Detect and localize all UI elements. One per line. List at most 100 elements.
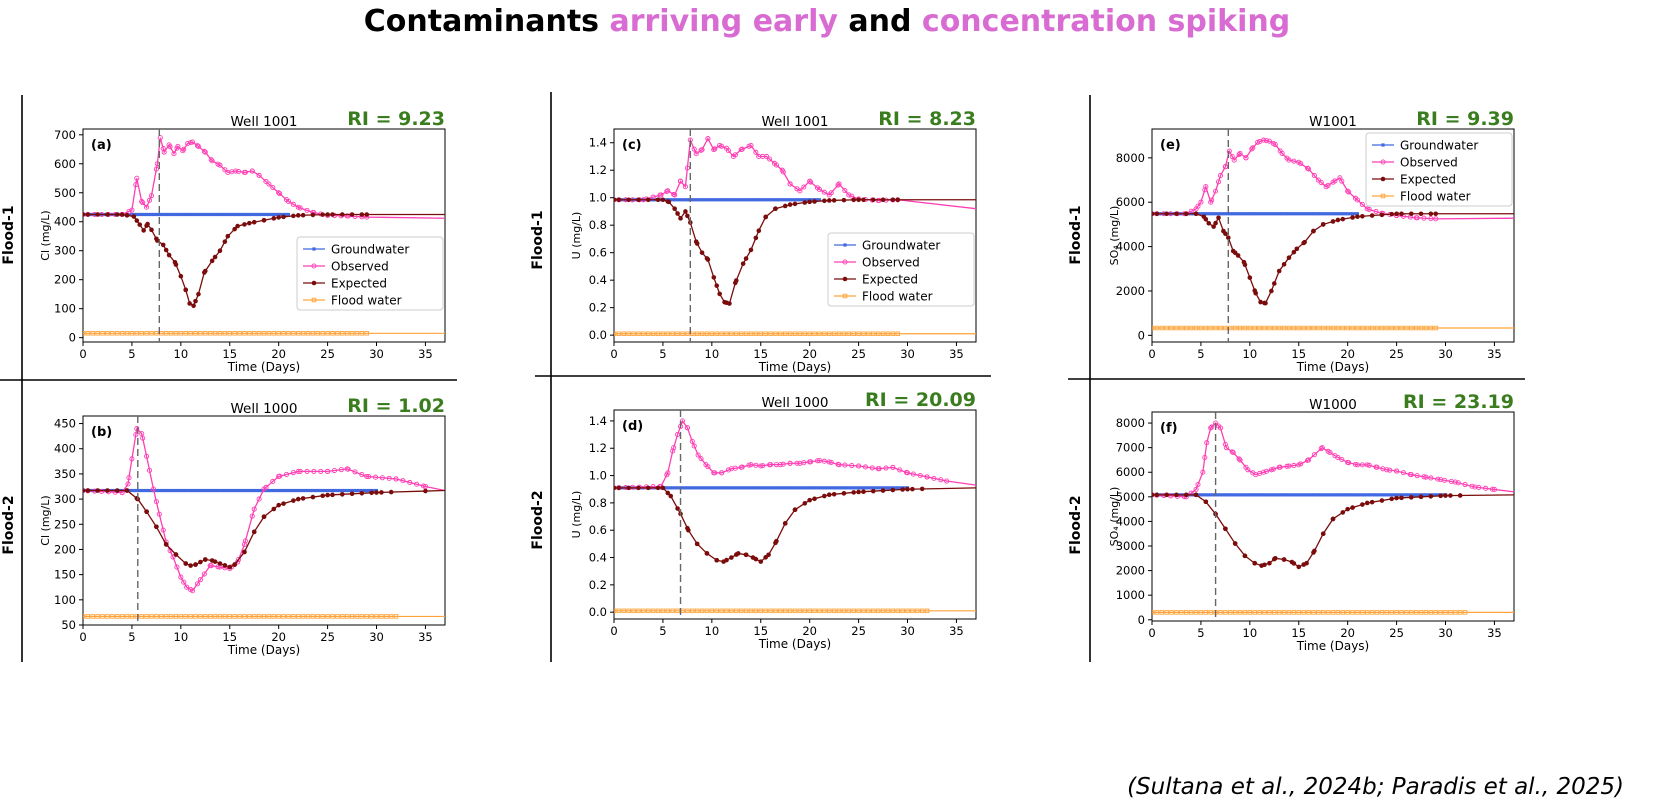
groundwater-point (1404, 493, 1408, 497)
groundwater-point (1299, 493, 1303, 497)
groundwater-point (1394, 493, 1399, 497)
groundwater-point (318, 488, 322, 493)
flood-water-point (680, 331, 685, 337)
flood-water-point (841, 608, 847, 614)
groundwater-point (291, 488, 295, 493)
observed-point (705, 136, 711, 142)
groundwater-point (1348, 212, 1352, 216)
observed-point (1243, 155, 1249, 161)
flood-water-point (325, 331, 330, 336)
groundwater-point (137, 212, 141, 217)
observed-point (364, 473, 370, 479)
expected-point (124, 213, 130, 218)
observed-point (814, 185, 821, 191)
groundwater-point (213, 488, 217, 493)
y-tick-label: 0 (1138, 328, 1145, 342)
groundwater-point (788, 486, 792, 490)
expected-point (251, 219, 257, 225)
groundwater-point (1221, 212, 1225, 216)
observed-point (167, 144, 173, 150)
flood-water-point (743, 608, 749, 614)
x-axis-label: Time (Days) (1296, 639, 1370, 653)
groundwater-point (193, 488, 198, 493)
flood-water-point (1183, 325, 1189, 331)
groundwater-point (698, 198, 702, 202)
flood-water-point (690, 608, 695, 614)
groundwater-point (1409, 493, 1413, 497)
flood-water-point (846, 331, 852, 337)
observed-point (222, 167, 228, 173)
groundwater-point (311, 488, 315, 493)
flood-water-point (110, 331, 115, 336)
observed-point (684, 425, 690, 431)
groundwater-point (783, 486, 787, 490)
flood-water-point (129, 614, 135, 619)
legend-swatch-marker (1380, 159, 1386, 165)
groundwater-point (720, 198, 724, 202)
groundwater-point (1240, 493, 1245, 497)
groundwater-point (680, 486, 685, 490)
groundwater-point (1331, 493, 1335, 497)
y-tick-label: 0.4 (589, 551, 607, 565)
observed-point (318, 468, 324, 474)
flood-water-point (168, 614, 174, 619)
flood-water-point (359, 614, 365, 619)
groundwater-point (773, 486, 778, 490)
groundwater-point (822, 486, 826, 490)
flood-water-point (1213, 325, 1218, 331)
groundwater-point (206, 212, 210, 217)
observed-point (903, 469, 910, 476)
flood-water-point (641, 331, 646, 337)
observed-point (178, 574, 184, 580)
plot-area (614, 129, 976, 342)
observed-point (144, 453, 150, 459)
flood-water-point (1325, 610, 1331, 615)
flood-water-point (660, 608, 666, 614)
flood-water-point (1404, 325, 1409, 331)
observed-point (1332, 453, 1338, 459)
expected-point (1164, 492, 1169, 498)
groundwater-point (869, 486, 873, 490)
expected-point (717, 291, 722, 297)
groundwater-point (746, 198, 751, 202)
groundwater-point (800, 486, 804, 490)
groundwater-point (159, 212, 163, 217)
expected-point (614, 485, 617, 491)
flood-water-point (1320, 325, 1326, 331)
groundwater-point (164, 212, 168, 217)
flood-water-point (310, 614, 316, 619)
groundwater-point (272, 488, 276, 493)
expected-point (1226, 235, 1231, 241)
flood-water-point (139, 614, 144, 619)
groundwater-point (277, 488, 281, 493)
flood-water-point (222, 614, 228, 619)
groundwater-point (1201, 212, 1205, 216)
groundwater-point (756, 198, 760, 202)
flood-water-point (134, 614, 140, 619)
observed-point (664, 472, 670, 478)
observed-point (1421, 215, 1427, 221)
observed-point (372, 474, 379, 480)
groundwater-point (1216, 212, 1220, 216)
y-tick-label: 300 (54, 492, 76, 506)
groundwater-point (355, 488, 359, 493)
groundwater-point (680, 198, 685, 202)
flood-water-point (763, 331, 768, 337)
groundwater-point (854, 486, 858, 490)
groundwater-point (727, 486, 731, 490)
flood-water-point (782, 608, 788, 614)
expected-point (1193, 492, 1199, 498)
observed-point (197, 577, 203, 583)
groundwater-point (127, 212, 132, 217)
expected-point (1457, 493, 1463, 498)
y-tick-label: 0.2 (589, 578, 607, 592)
flood-water-point (807, 608, 812, 614)
y-tick-label: 1.4 (589, 414, 607, 428)
x-tick-label: 0 (79, 347, 86, 361)
groundwater-point (1311, 212, 1316, 216)
observed-point (1215, 423, 1222, 429)
expected-point (802, 501, 808, 506)
groundwater-point (1255, 212, 1259, 216)
expected-point (1428, 494, 1434, 499)
